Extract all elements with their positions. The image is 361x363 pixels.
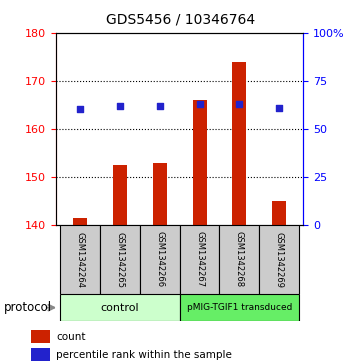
Point (236, 101, 242, 107)
Point (117, 103, 123, 109)
Bar (272, 201, 286, 225)
Point (277, 105, 282, 111)
Text: GSM1342266: GSM1342266 (155, 232, 164, 287)
Text: GSM1342268: GSM1342268 (235, 232, 244, 287)
FancyBboxPatch shape (180, 294, 299, 321)
Text: protocol: protocol (4, 301, 52, 314)
FancyBboxPatch shape (60, 225, 100, 294)
Text: control: control (100, 303, 139, 313)
Bar (153, 163, 167, 225)
Bar (31, 348, 49, 361)
Bar (192, 100, 206, 225)
Text: count: count (56, 332, 86, 342)
Point (197, 101, 203, 107)
Bar (113, 165, 127, 225)
Text: GSM1342269: GSM1342269 (275, 232, 284, 287)
Text: GSM1342267: GSM1342267 (195, 232, 204, 287)
Bar (31, 330, 49, 343)
Text: GDS5456 / 10346764: GDS5456 / 10346764 (106, 13, 255, 27)
FancyBboxPatch shape (60, 294, 180, 321)
Text: percentile rank within the sample: percentile rank within the sample (56, 350, 232, 360)
Text: GSM1342265: GSM1342265 (115, 232, 124, 287)
Bar (232, 61, 247, 225)
FancyBboxPatch shape (140, 225, 180, 294)
FancyBboxPatch shape (259, 225, 299, 294)
FancyBboxPatch shape (219, 225, 259, 294)
FancyBboxPatch shape (100, 225, 140, 294)
FancyBboxPatch shape (180, 225, 219, 294)
Bar (73, 218, 87, 225)
Text: GSM1342264: GSM1342264 (75, 232, 84, 287)
Text: pMIG-TGIF1 transduced: pMIG-TGIF1 transduced (187, 303, 292, 312)
Point (77, 106, 83, 111)
Point (157, 103, 162, 109)
